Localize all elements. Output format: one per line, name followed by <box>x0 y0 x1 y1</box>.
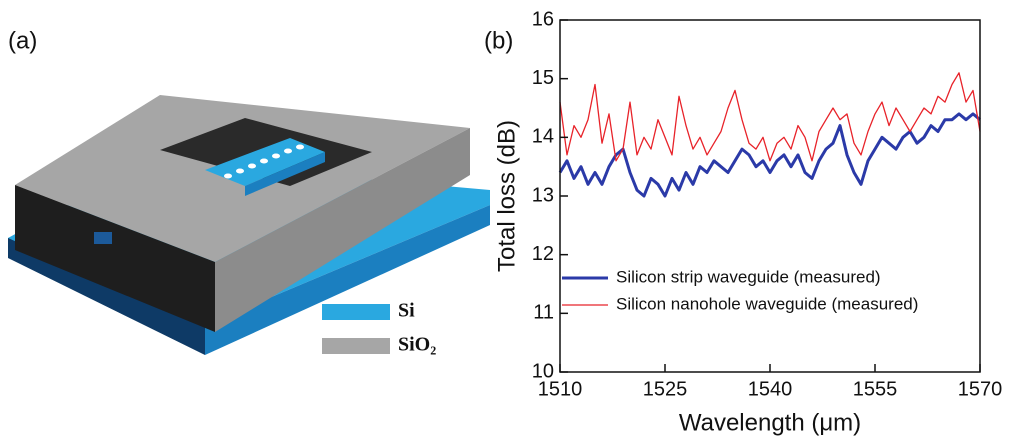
port <box>94 232 112 244</box>
y-tick-label: 12 <box>532 243 554 265</box>
panel-label: (b) <box>484 27 513 54</box>
legend-swatch <box>322 338 390 354</box>
y-tick-label: 13 <box>532 184 554 206</box>
y-axis-label: Total loss (dB) <box>493 120 520 272</box>
legend-label: Silicon nanohole waveguide (measured) <box>616 294 918 313</box>
panel-label: (a) <box>8 27 37 54</box>
x-tick-label: 1510 <box>538 378 583 400</box>
device-diagram: (a) Si SiO₂ <box>8 27 490 355</box>
legend-swatch <box>322 304 390 320</box>
legend-label: Silicon strip waveguide (measured) <box>616 267 881 286</box>
x-axis-label: Wavelength (μm) <box>679 409 861 436</box>
x-tick-label: 1540 <box>748 378 793 400</box>
diagram-legend: Si SiO₂ <box>322 300 436 356</box>
y-tick-label: 15 <box>532 67 554 89</box>
y-tick-label: 14 <box>532 126 554 148</box>
y-tick-label: 16 <box>532 8 554 30</box>
data-line <box>560 73 980 161</box>
legend-label: Si <box>398 300 415 322</box>
x-tick-label: 1555 <box>853 378 898 400</box>
plot-frame <box>560 20 980 372</box>
x-tick-label: 1570 <box>958 378 1003 400</box>
data-line <box>560 114 980 196</box>
figure: (a) SiSiO₂ (b)10111213141516151015251540… <box>0 0 1009 440</box>
x-tick-label: 1525 <box>643 378 688 400</box>
legend-label: SiO₂ <box>398 334 436 356</box>
y-tick-label: 11 <box>533 302 554 324</box>
